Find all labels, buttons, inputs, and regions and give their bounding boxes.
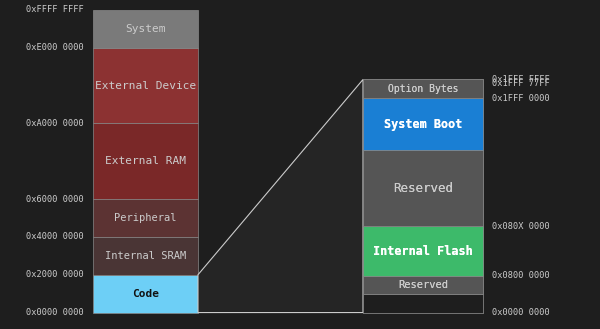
Bar (93, 237, 198, 275)
Bar (93, 199, 198, 237)
Bar (363, 293, 483, 313)
Text: 0x0800 0000: 0x0800 0000 (492, 271, 550, 280)
Text: Reserved: Reserved (398, 280, 448, 290)
Text: External RAM: External RAM (105, 156, 186, 166)
Bar (93, 123, 198, 199)
Text: External Device: External Device (95, 81, 196, 90)
Bar (93, 48, 198, 123)
Text: Reserved: Reserved (398, 280, 448, 290)
Bar (363, 150, 483, 226)
Text: 0x2000 0000: 0x2000 0000 (26, 270, 84, 279)
Text: 0x6000 0000: 0x6000 0000 (26, 194, 84, 204)
Text: Option Bytes: Option Bytes (388, 84, 458, 94)
Text: Reserved: Reserved (393, 182, 453, 195)
Text: 0x1FFF FFFF: 0x1FFF FFFF (492, 75, 550, 84)
Text: Reserved: Reserved (393, 182, 453, 195)
Text: Internal Flash: Internal Flash (373, 245, 473, 258)
Text: 0x1FFF 77FF: 0x1FFF 77FF (492, 79, 550, 88)
Text: 0x080X 0000: 0x080X 0000 (492, 222, 550, 231)
Bar (93, 10, 198, 48)
Text: 0x4000 0000: 0x4000 0000 (26, 232, 84, 241)
Text: 0xA000 0000: 0xA000 0000 (26, 119, 84, 128)
Bar (363, 80, 483, 98)
Bar (363, 80, 483, 98)
Bar (363, 98, 483, 150)
Text: Option Bytes: Option Bytes (388, 84, 458, 94)
Text: System: System (125, 24, 166, 34)
Bar (363, 276, 483, 293)
Bar (363, 150, 483, 226)
Text: 0x0000 0000: 0x0000 0000 (492, 308, 550, 317)
Text: 0xFFFF FFFF: 0xFFFF FFFF (26, 5, 84, 14)
Bar (93, 275, 198, 313)
Bar (363, 226, 483, 276)
Text: System Boot: System Boot (384, 118, 462, 131)
Bar (363, 293, 483, 313)
Bar (363, 276, 483, 293)
Text: 0x0000 0000: 0x0000 0000 (26, 308, 84, 317)
Text: Internal Flash: Internal Flash (373, 245, 473, 258)
Text: 0x1FFF 0000: 0x1FFF 0000 (492, 94, 550, 103)
Text: System Boot: System Boot (384, 118, 462, 131)
Text: Peripheral: Peripheral (114, 213, 177, 223)
Text: Code: Code (132, 289, 159, 299)
Bar (363, 98, 483, 150)
Text: 0xE000 0000: 0xE000 0000 (26, 43, 84, 52)
Polygon shape (198, 80, 363, 313)
Bar (363, 226, 483, 276)
Text: Internal SRAM: Internal SRAM (105, 251, 186, 261)
